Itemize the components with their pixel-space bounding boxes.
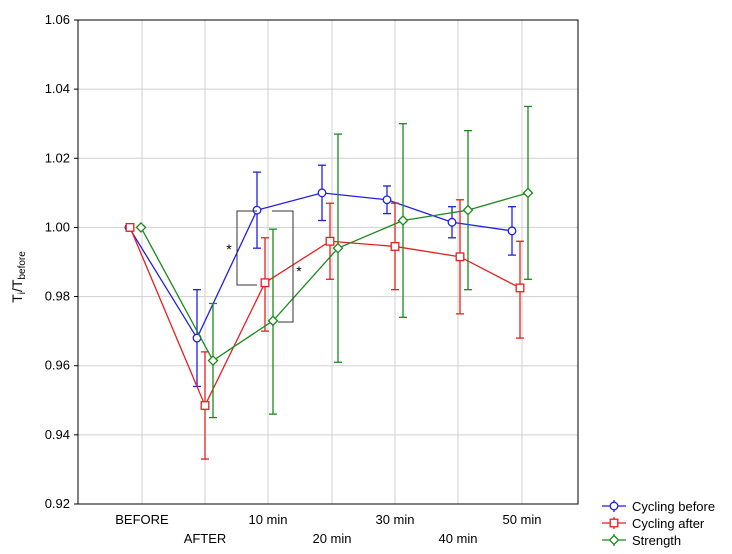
y-axis-label: Ti/Tbefore [9,251,28,303]
x-category-label: BEFORE [115,512,169,527]
y-tick-label: 0.94 [45,427,70,442]
data-point-circle [317,188,327,198]
x-category-label: 40 min [438,531,477,546]
legend-marker-square [609,518,619,528]
data-point-diamond [522,187,534,199]
data-point-square [200,401,210,410]
significance-star: * [296,263,302,279]
x-category-label: 20 min [312,531,351,546]
y-tick-label: 0.96 [45,358,70,373]
data-point-diamond [397,215,409,226]
data-point-diamond [207,355,219,366]
y-tick-label: 1.06 [45,12,70,27]
significance-bracket [236,210,257,286]
x-category-label: 10 min [248,512,287,527]
data-point-diamond [462,204,474,216]
data-point-circle [382,195,392,205]
data-point-square [455,252,465,262]
y-tick-label: 1.04 [45,81,70,96]
legend-label: Cycling before [632,499,715,514]
legend-marker-diamond [608,534,620,546]
legend-label: Strength [632,533,681,548]
y-tick-label: 1.02 [45,150,70,165]
data-point-circle [447,217,457,227]
data-point-square [515,283,525,293]
data-point-diamond [267,315,279,327]
data-point-circle [507,226,517,236]
data-point-circle [252,205,262,215]
significance-star: * [226,241,232,257]
data-point-square [260,278,270,288]
data-point-square [325,236,335,246]
legend-marker-circle [609,501,619,511]
plot-frame [77,19,579,505]
y-tick-label: 0.98 [45,289,70,304]
y-tick-label: 0.92 [45,496,70,511]
legend-label: Cycling after [632,516,705,531]
x-category-label: AFTER [184,531,227,546]
data-point-square [390,241,400,251]
significance-bracket [272,210,294,323]
data-point-square [125,222,135,232]
x-category-label: 50 min [502,512,541,527]
x-category-label: 30 min [375,512,414,527]
data-point-diamond [332,242,344,254]
data-point-diamond [135,222,147,233]
y-tick-label: 1.00 [45,219,70,234]
plot-area [78,20,578,504]
